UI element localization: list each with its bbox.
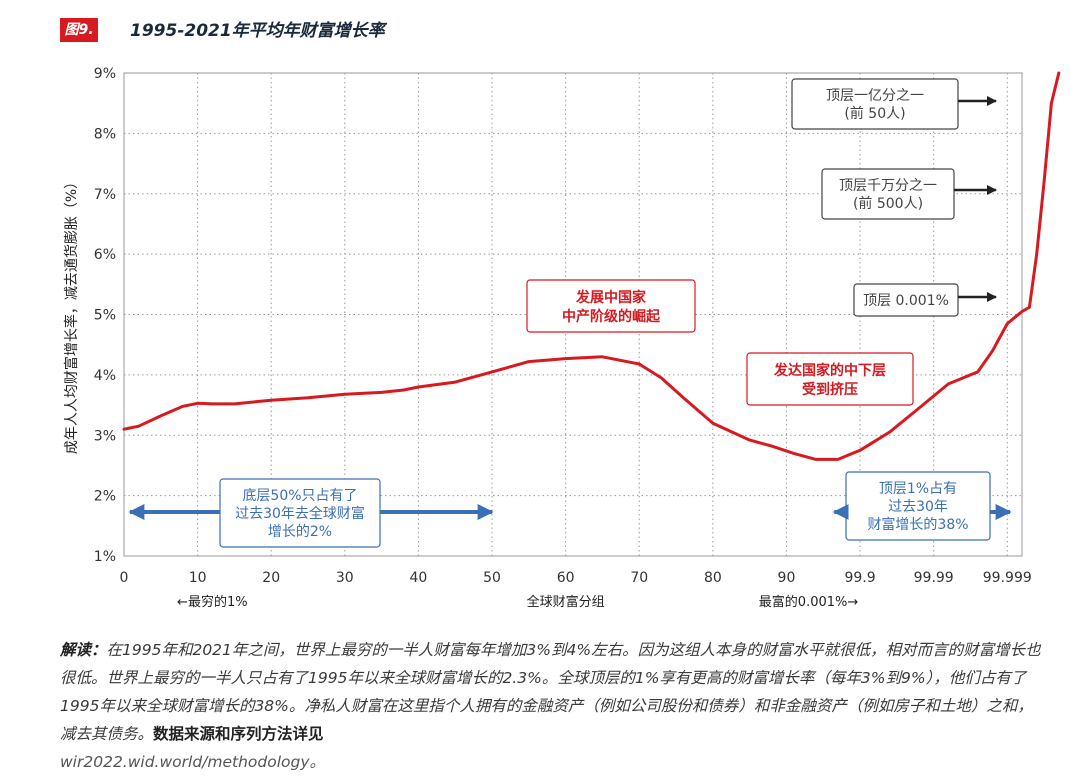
x-tick-label: 30: [336, 570, 354, 586]
caption: 解读：在1995年和2021年之间，世界上最穷的一半人财富每年增加3%到4%左右…: [60, 636, 1045, 776]
x-tick-label: 0: [120, 570, 129, 586]
y-axis-label: 成年人人均财富增长率，减去通货膨胀（%）: [63, 175, 80, 454]
annotation-text: 顶层1%占有: [879, 481, 957, 497]
annotation-text: 财富增长的38%: [867, 516, 968, 533]
annotation-top_1e7: 顶层千万分之一(前 500人): [821, 168, 955, 220]
x-axis-right-note: 最富的0.001%→: [759, 594, 859, 610]
series-line: [122, 71, 1061, 461]
annotation-text: (前 50人): [844, 105, 905, 122]
annotation-text: 过去30年: [888, 499, 948, 515]
wealth-growth-chart: 1% 2% 3% 4% 5% 6% 7% 8% 9% 0 10 20 30 40 50 60 70 80 90 99.…: [63, 66, 1061, 610]
x-tick-label: 80: [704, 570, 722, 586]
x-axis-left-note: ←最穷的1%: [177, 594, 248, 610]
y-tick-label: 2%: [94, 489, 116, 505]
x-tick-label: 90: [778, 570, 796, 586]
annotation-box: [526, 279, 696, 333]
caption-lead: 解读：: [60, 641, 107, 659]
caption-source: 数据来源和序列方法详见: [153, 725, 324, 743]
annotation-text: 顶层千万分之一: [839, 178, 937, 194]
annotation-text: 底层50%只占有了: [242, 488, 357, 504]
annotation-box: [821, 168, 955, 220]
caption-link: wir2022.wid.world/methodology。: [60, 753, 326, 771]
x-tick-label: 40: [410, 570, 428, 586]
annotation-text: 顶层 0.001%: [863, 293, 949, 309]
x-tick-label: 99.999: [983, 570, 1032, 586]
x-tick-label: 10: [189, 570, 207, 586]
y-tick-label: 9%: [94, 66, 116, 82]
y-tick-label: 3%: [94, 428, 116, 444]
annotation-text: 发达国家的中下层: [773, 362, 886, 379]
annotation-text: 增长的2%: [268, 524, 332, 540]
annotation-text: 中产阶级的崛起: [562, 308, 661, 325]
x-tick-label: 20: [262, 570, 280, 586]
annotation-box: [746, 352, 914, 406]
x-tick-label: 99.99: [914, 570, 954, 586]
annotation-text: 顶层一亿分之一: [826, 88, 924, 104]
x-tick-label: 50: [483, 570, 501, 586]
figure-badge: 图9.: [60, 18, 98, 42]
y-tick-label: 4%: [94, 368, 116, 384]
x-tick-label: 99.9: [844, 570, 875, 586]
y-tick-label: 6%: [94, 247, 116, 263]
y-tick-label: 8%: [94, 126, 116, 142]
annotation-top_0001: 顶层 0.001%: [853, 283, 959, 317]
x-tick-label: 70: [630, 570, 648, 586]
annotation-text: 发展中国家: [575, 289, 647, 306]
figure-title: 1995-2021年平均年财富增长率: [130, 21, 385, 41]
annotation-text: 受到挤压: [802, 381, 858, 398]
x-tick-label: 60: [557, 570, 575, 586]
annotation-text: 过去30年去全球财富: [235, 505, 365, 522]
annotation-box: [791, 78, 959, 130]
annotation-top_1e8: 顶层一亿分之一(前 50人): [791, 78, 959, 130]
x-axis-label: 全球财富分组: [527, 594, 605, 610]
annotation-text: (前 500人): [853, 195, 923, 212]
y-tick-label: 1%: [94, 549, 116, 565]
caption-body: 在1995年和2021年之间，世界上最穷的一半人财富每年增加3%到4%左右。因为…: [60, 641, 1041, 743]
y-tick-label: 5%: [94, 308, 116, 324]
y-tick-label: 7%: [94, 187, 116, 203]
annotation-box: [853, 283, 959, 317]
